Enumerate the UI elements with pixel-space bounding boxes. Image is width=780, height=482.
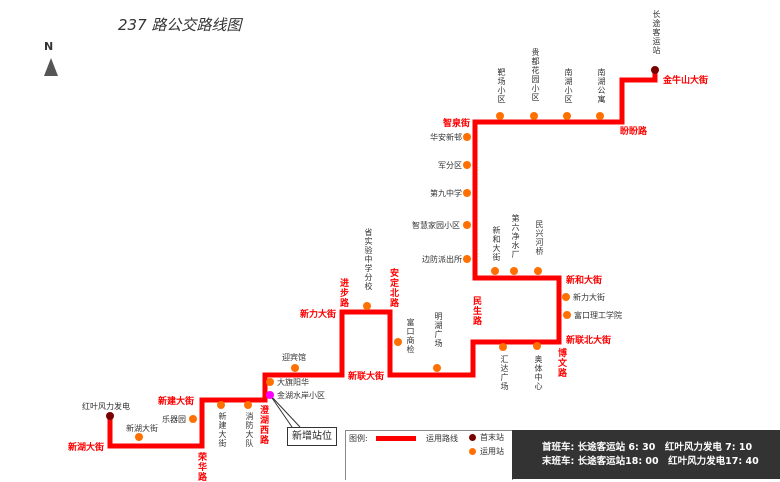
station-label: 第六净水厂 bbox=[511, 214, 520, 259]
station-dot bbox=[463, 161, 471, 169]
callout-pointer bbox=[269, 394, 293, 428]
station-dot bbox=[562, 293, 570, 301]
station-label: 乐器园 bbox=[162, 415, 186, 424]
map-title: 237 路公交路线图 bbox=[118, 16, 242, 34]
road-label: 智泉街 bbox=[443, 119, 471, 129]
station-dot bbox=[563, 311, 571, 319]
road-label: 安定北路 bbox=[388, 268, 398, 308]
callout-pointer bbox=[269, 394, 301, 428]
station-dot bbox=[463, 221, 471, 229]
station-label: 富口商检 bbox=[406, 318, 415, 354]
station-dot bbox=[363, 302, 371, 310]
station-dot bbox=[596, 112, 604, 120]
station-dot bbox=[266, 378, 274, 386]
station-dot bbox=[189, 415, 197, 423]
station-label: 新和大街 bbox=[492, 226, 501, 262]
station-label: 民兴河桥 bbox=[535, 220, 544, 256]
terminal-icon bbox=[469, 434, 476, 441]
north-label: N bbox=[44, 40, 54, 53]
road-label: 新联北大街 bbox=[566, 336, 612, 346]
road-label: 新建大街 bbox=[158, 397, 195, 407]
station-label: 智慧家园小区 bbox=[412, 221, 460, 230]
road-label: 新湖大街 bbox=[68, 443, 105, 453]
station-label: 汇达广场 bbox=[500, 355, 509, 391]
station-label: 大旗阳华 bbox=[277, 378, 309, 387]
road-label: 新联大街 bbox=[348, 372, 385, 382]
station-dot bbox=[463, 189, 471, 197]
station-dot bbox=[291, 364, 299, 372]
station-label: 靶场小区 bbox=[497, 68, 506, 104]
station-dot bbox=[496, 112, 504, 120]
terminal-label: 红叶风力发电 bbox=[82, 402, 130, 411]
road-label: 金牛山大街 bbox=[663, 76, 709, 86]
station-label: 南湖公寓 bbox=[597, 68, 606, 104]
station-label: 消防大队 bbox=[245, 412, 254, 448]
station-label: 奥体中心 bbox=[534, 355, 543, 391]
terminal-dot bbox=[106, 412, 114, 420]
legend-route-label: 运用路线 bbox=[426, 434, 458, 443]
route-line bbox=[107, 70, 658, 449]
station-label: 军分区 bbox=[438, 161, 462, 170]
station-dot bbox=[563, 112, 571, 120]
terminal-dot bbox=[651, 66, 659, 74]
station-dot bbox=[135, 433, 143, 441]
terminal-label: 长途客运站 bbox=[652, 10, 661, 55]
station-dot bbox=[394, 338, 402, 346]
station-dot bbox=[533, 342, 541, 350]
north-arrow-icon bbox=[44, 58, 58, 76]
legend-station-label: 运用站 bbox=[480, 447, 504, 456]
road-label: 盼盼路 bbox=[620, 127, 648, 137]
station-dot bbox=[499, 343, 507, 351]
station-dot bbox=[534, 267, 542, 275]
station-label: 南湖小区 bbox=[564, 68, 573, 104]
station-label: 华安新邨 bbox=[430, 133, 462, 142]
station-dot bbox=[510, 267, 518, 275]
station-label: 新建大街 bbox=[218, 412, 227, 448]
station-dot bbox=[463, 133, 471, 141]
station-dot bbox=[217, 401, 225, 409]
station-label: 富口理工学院 bbox=[574, 311, 622, 320]
road-label: 博文路 bbox=[556, 348, 566, 378]
station-dot bbox=[433, 364, 441, 372]
legend: 图例: 运用路线 首末站 运用站 bbox=[345, 430, 513, 480]
station-label: 新力大街 bbox=[573, 293, 605, 302]
legend-route-swatch bbox=[376, 436, 416, 441]
last-bus: 末班车: 长途客运站18: 00 红叶风力发电17: 40 bbox=[542, 456, 759, 467]
station-label: 迎宾馆 bbox=[282, 353, 306, 362]
road-label: 澄湖西路 bbox=[258, 405, 268, 445]
road-label: 新和大街 bbox=[566, 276, 603, 286]
legend-title: 图例: bbox=[349, 434, 368, 443]
station-dot bbox=[244, 401, 252, 409]
station-label: 边防派出所 bbox=[422, 255, 462, 264]
new-station-dot bbox=[266, 391, 274, 399]
station-dot bbox=[530, 112, 538, 120]
road-label: 新力大街 bbox=[300, 310, 337, 320]
station-dot bbox=[491, 267, 499, 275]
road-label: 进步路 bbox=[338, 278, 348, 308]
station-label: 新湖大街 bbox=[126, 424, 158, 433]
station-label: 省实验中学分校 bbox=[364, 228, 373, 291]
station-icon bbox=[469, 448, 476, 455]
station-label: 金湖水岸小区 bbox=[277, 391, 325, 400]
road-label: 民生路 bbox=[471, 296, 481, 326]
first-bus: 首班车: 长途客运站 6: 30 红叶风力发电 7: 10 bbox=[542, 442, 753, 453]
station-label: 第九中学 bbox=[430, 189, 462, 198]
legend-terminal-label: 首末站 bbox=[480, 433, 504, 442]
road-label: 荣华路 bbox=[196, 452, 206, 482]
station-label: 明湖广场 bbox=[434, 312, 443, 348]
schedule-panel: 首班车: 长途客运站 6: 30 红叶风力发电 7: 10 末班车: 长途客运站… bbox=[512, 430, 780, 479]
station-dot bbox=[463, 255, 471, 263]
station-label: 贵都花园小区 bbox=[531, 48, 540, 102]
new-station-callout: 新增站位 bbox=[287, 427, 337, 446]
